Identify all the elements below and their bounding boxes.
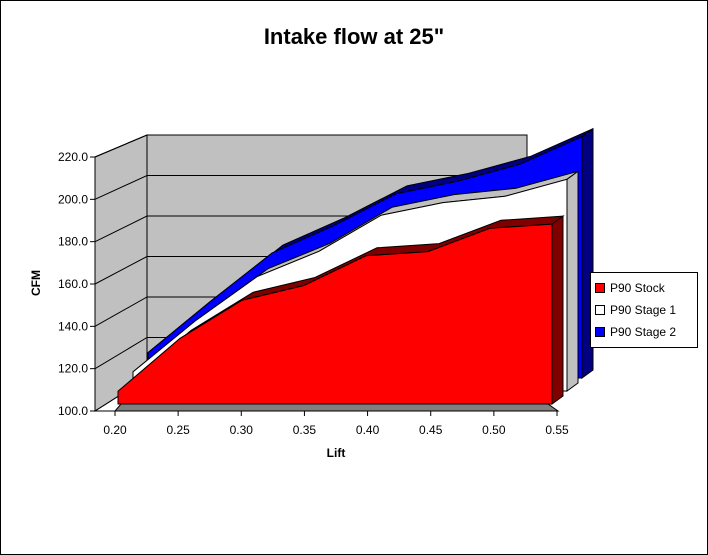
- y-tick-label: 160.0: [58, 277, 88, 291]
- x-tick-label: 0.45: [419, 423, 443, 437]
- y-tick-label: 140.0: [58, 319, 88, 333]
- x-tick-label: 0.30: [230, 423, 254, 437]
- x-axis-title: Lift: [327, 446, 346, 460]
- gridline: [94, 134, 527, 158]
- x-tick-label: 0.50: [482, 423, 506, 437]
- gridline: [94, 175, 527, 200]
- series-side-1: [551, 215, 564, 405]
- legend-item: P90 Stage 2: [595, 323, 676, 341]
- y-tick-label: 220.0: [58, 150, 88, 164]
- y-tick-label: 180.0: [58, 235, 88, 249]
- legend-swatch: [595, 327, 605, 337]
- legend: P90 Stock P90 Stage 1 P90 Stage 2: [590, 272, 698, 348]
- chart-title: Intake flow at 25": [263, 24, 445, 49]
- legend-swatch: [595, 305, 605, 315]
- x-tick-label: 0.55: [545, 423, 569, 437]
- x-tick-label: 0.25: [166, 423, 190, 437]
- legend-label: P90 Stock: [610, 281, 665, 295]
- series-side-2: [566, 170, 579, 392]
- y-tick-label: 120.0: [58, 362, 88, 376]
- floor: [113, 403, 560, 412]
- legend-label: P90 Stage 1: [610, 303, 677, 317]
- legend-label: P90 Stage 2: [610, 325, 677, 339]
- series-area-1: [117, 223, 553, 405]
- x-tick-label: 0.40: [356, 423, 380, 437]
- y-tick-label: 200.0: [58, 192, 88, 206]
- x-tick-label: 0.20: [103, 423, 127, 437]
- legend-item: P90 Stock: [595, 279, 665, 297]
- legend-item: P90 Stage 1: [595, 301, 676, 319]
- y-tick-label: 100.0: [58, 404, 88, 418]
- legend-swatch: [595, 283, 605, 293]
- x-tick-label: 0.35: [293, 423, 317, 437]
- y-axis-title: CFM: [29, 270, 43, 296]
